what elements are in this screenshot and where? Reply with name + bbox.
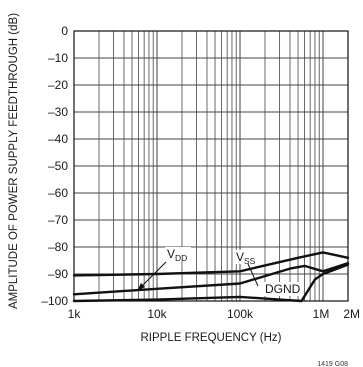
y-tick-label: –60	[48, 186, 68, 200]
annotation-dgnd-bg	[263, 282, 301, 296]
y-tick-label: –90	[48, 267, 68, 281]
series-line-vss	[72, 262, 350, 296]
plot-frame	[73, 30, 349, 302]
x-tick-label: 100k	[227, 307, 254, 321]
annotation-dgnd: DGND	[265, 282, 301, 296]
annotation-vss: VSS	[236, 250, 256, 266]
y-tick-labels: 0 –10 –20 –30 –40 –50 –60 –70 –80 –90 –100	[41, 24, 68, 308]
y-tick-label: –50	[48, 159, 68, 173]
y-tick-label: –20	[48, 78, 68, 92]
annotation-layer: VDD VSS DGND	[137, 247, 301, 296]
x-tick-label: 10k	[147, 307, 167, 321]
annotation-vdd-bg	[165, 247, 191, 261]
annotation-vdd: VDD	[167, 247, 187, 263]
y-tick-label: –30	[48, 105, 68, 119]
x-tick-label: 1M	[313, 307, 330, 321]
x-tick-label: 2M	[343, 307, 360, 321]
series-layer	[72, 251, 350, 303]
series-line-vdd	[72, 251, 350, 277]
x-axis-title: RIPPLE FREQUENCY (Hz)	[140, 332, 281, 344]
annotation-vdd-arrowhead	[137, 283, 145, 291]
annotation-vss-bg	[234, 250, 262, 264]
y-axis-title: AMPLITUDE OF POWER SUPPLY FEEDTHROUGH (d…	[8, 13, 20, 309]
x-tick-labels: 1k 10k 100k 1M 2M	[68, 307, 360, 321]
y-tick-label: 0	[61, 24, 68, 38]
series-line-dgnd	[72, 263, 350, 303]
y-tick-label: –100	[41, 294, 68, 308]
annotation-vdd-leader	[139, 261, 167, 289]
x-tick-label: 1k	[68, 307, 82, 321]
grid	[73, 30, 349, 302]
y-tick-label: –70	[48, 213, 68, 227]
annotation-vss-leader	[247, 263, 259, 287]
y-tick-label: –10	[48, 51, 68, 65]
figure-id: 1419 G08	[317, 361, 348, 367]
y-tick-label: –80	[48, 240, 68, 254]
y-tick-label: –40	[48, 132, 68, 146]
